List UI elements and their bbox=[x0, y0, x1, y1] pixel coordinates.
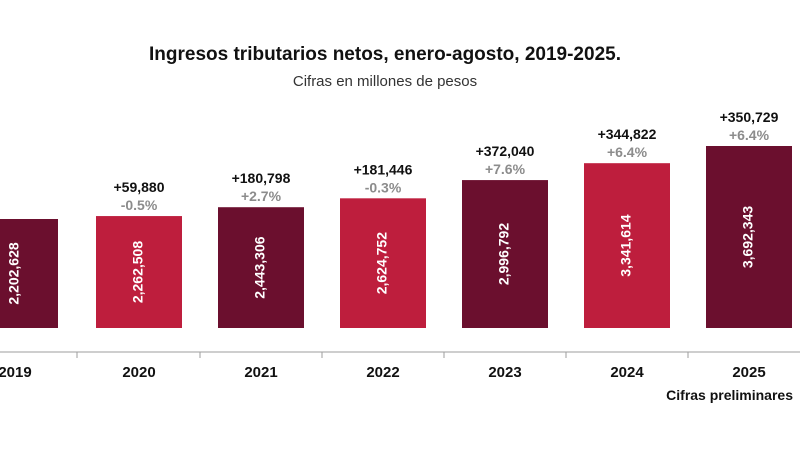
bar-2021 bbox=[218, 207, 304, 328]
abs-change-label-2022: +181,446 bbox=[354, 161, 413, 177]
chart-title: Ingresos tributarios netos, enero-agosto… bbox=[149, 44, 621, 65]
bar-value-label-2025: 3,692,343 bbox=[740, 206, 756, 268]
pct-change-label-2025: +6.4% bbox=[729, 127, 770, 143]
bar-2020 bbox=[96, 216, 182, 328]
abs-change-label-2024: +344,822 bbox=[598, 126, 657, 142]
abs-change-label-2020: +59,880 bbox=[114, 179, 165, 195]
bar-value-label-2019: 2,202,628 bbox=[6, 242, 22, 304]
bar-value-label-2020: 2,262,508 bbox=[130, 241, 146, 303]
pct-change-label-2021: +2.7% bbox=[241, 188, 282, 204]
x-tick-label-2023: 2023 bbox=[488, 364, 521, 381]
bars-group: 2,202,628 2,262,508 -0.5% +59,880 2,443,306 +… bbox=[0, 109, 792, 328]
abs-change-label-2023: +372,040 bbox=[476, 143, 535, 159]
x-tick-label-2020: 2020 bbox=[122, 364, 155, 381]
chart-subtitle: Cifras en millones de pesos bbox=[293, 73, 477, 90]
x-tick-label-2024: 2024 bbox=[610, 364, 644, 381]
x-ticks-group: 2019 2020 2021 2022 2023 2024 2025 bbox=[0, 352, 766, 381]
bar-2025 bbox=[706, 146, 792, 328]
abs-change-label-2025: +350,729 bbox=[720, 109, 779, 125]
abs-change-label-2021: +180,798 bbox=[232, 170, 291, 186]
x-tick-label-2022: 2022 bbox=[366, 364, 399, 381]
bar-2024 bbox=[584, 163, 670, 328]
bar-value-label-2024: 3,341,614 bbox=[618, 214, 634, 276]
x-tick-label-2019: 2019 bbox=[0, 364, 32, 381]
bar-2023 bbox=[462, 180, 548, 328]
bar-value-label-2023: 2,996,792 bbox=[496, 223, 512, 285]
pct-change-label-2023: +7.6% bbox=[485, 161, 526, 177]
x-tick-label-2021: 2021 bbox=[244, 364, 277, 381]
bar-2019 bbox=[0, 219, 58, 328]
bar-2022 bbox=[340, 198, 426, 328]
bar-value-label-2021: 2,443,306 bbox=[252, 236, 268, 298]
pct-change-label-2022: -0.3% bbox=[365, 179, 402, 195]
pct-change-label-2020: -0.5% bbox=[121, 197, 158, 213]
bar-value-label-2022: 2,624,752 bbox=[374, 232, 390, 294]
x-tick-label-2025: 2025 bbox=[732, 364, 765, 381]
pct-change-label-2024: +6.4% bbox=[607, 144, 648, 160]
chart-note: Cifras preliminares bbox=[666, 387, 793, 403]
